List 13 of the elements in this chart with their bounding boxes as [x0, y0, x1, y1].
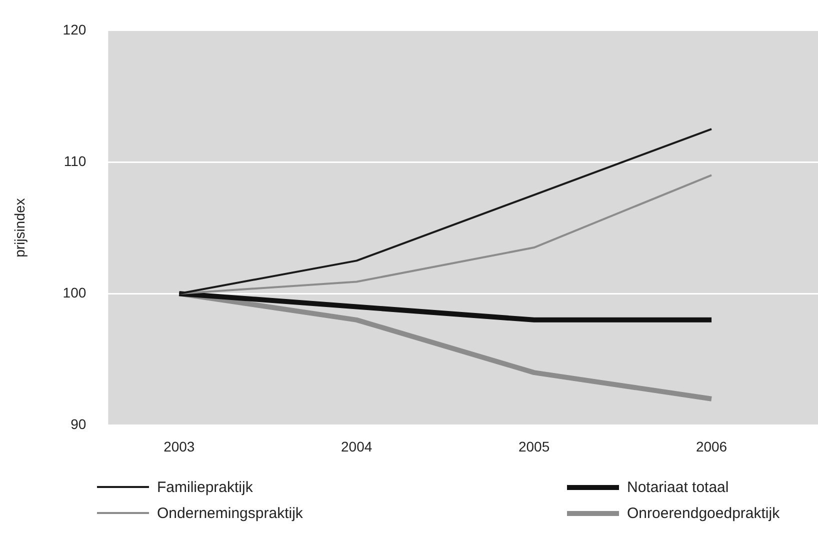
- legend-label: Ondernemingspraktijk: [157, 504, 303, 522]
- x-tick-label: 2004: [341, 438, 372, 454]
- x-tick-label: 2005: [518, 438, 550, 454]
- y-tick-label: 110: [64, 152, 86, 169]
- x-tick-label: 2006: [696, 438, 728, 454]
- y-tick-label: 120: [62, 21, 86, 38]
- x-tick-label: 2003: [164, 438, 195, 454]
- y-tick-label: 100: [62, 284, 86, 300]
- legend-label: Onroerendgoedpraktijk: [627, 504, 780, 522]
- legend-label: Familiepraktijk: [157, 478, 253, 496]
- y-tick-label: 90: [70, 416, 86, 432]
- legend-label: Notariaat totaal: [627, 478, 729, 496]
- y-axis-title: prijsindex: [11, 198, 28, 258]
